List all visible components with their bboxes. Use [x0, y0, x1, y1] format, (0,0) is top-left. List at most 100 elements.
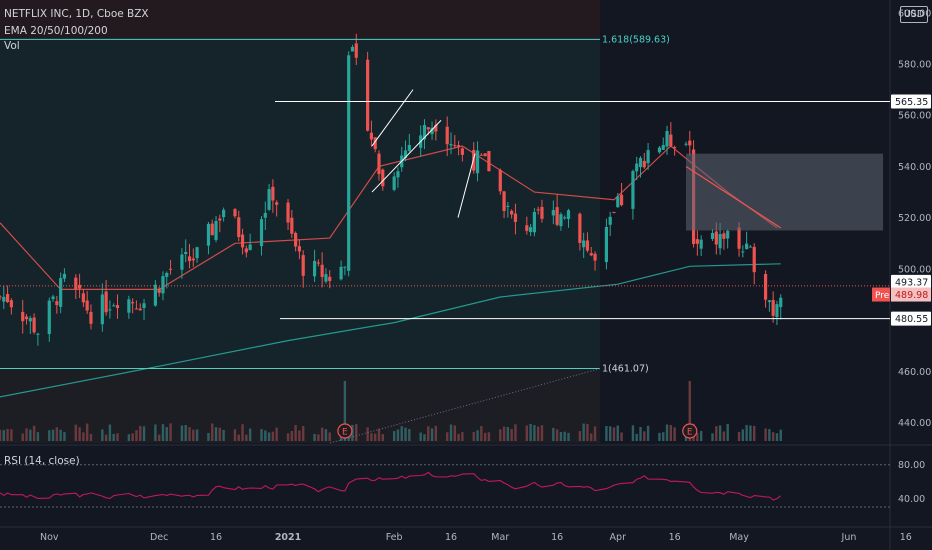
volume-bar: [457, 433, 460, 441]
volume-bar: [396, 429, 400, 441]
time-tick-label: Nov: [40, 532, 59, 543]
candle-body: [763, 274, 768, 300]
volume-bar: [267, 432, 271, 441]
volume-bar: [32, 425, 36, 441]
candle-body: [51, 296, 55, 300]
pre-price-tag: [891, 287, 931, 302]
candle-body: [589, 253, 593, 256]
volume-bar: [741, 429, 745, 441]
candle-body: [710, 232, 715, 239]
volume-bar: [753, 425, 756, 441]
volume-bar: [768, 429, 771, 441]
candle-body: [529, 227, 533, 233]
candle-body: [532, 212, 536, 233]
candle-body: [646, 150, 650, 164]
volume-bar: [135, 430, 138, 441]
volume-bar: [749, 425, 752, 441]
rsi-tick-label: 40.00: [898, 494, 925, 505]
volume-bar: [529, 423, 532, 441]
volume-bar: [241, 424, 244, 441]
volume-bar: [711, 433, 714, 441]
candle-body: [9, 300, 13, 308]
candle-body: [21, 311, 25, 322]
volume-bar: [317, 434, 320, 441]
volume-bar: [646, 425, 650, 441]
volume-bar: [381, 434, 384, 441]
candle-body: [115, 305, 120, 309]
candle-body: [506, 205, 510, 207]
candle-body: [328, 276, 332, 281]
candle-body: [673, 147, 677, 149]
candle-body: [498, 170, 502, 192]
ema-long-line: [0, 263, 781, 398]
candle-body: [475, 150, 480, 174]
volume-bar: [427, 426, 430, 441]
candle-body: [36, 333, 40, 335]
volume-bar: [275, 427, 278, 441]
candle-body: [74, 277, 78, 290]
volume-bar: [192, 429, 195, 441]
candle-body: [301, 255, 305, 276]
candle-body: [168, 268, 173, 270]
candle-body: [722, 233, 726, 239]
candle-body: [752, 246, 756, 273]
candle-body: [779, 297, 783, 308]
resistance-price-tag: [891, 94, 931, 109]
volume-bar: [586, 424, 589, 441]
volume-bar: [374, 433, 377, 441]
candle-body: [551, 210, 555, 216]
candle-body: [233, 209, 237, 217]
candle-body: [244, 248, 248, 253]
volume-bar: [555, 429, 559, 441]
candle-body: [540, 206, 544, 219]
candle-body: [195, 247, 199, 259]
candle-body: [2, 296, 6, 302]
candle-body: [153, 284, 157, 306]
symbol-title: NETFLIX INC, 1D, Cboe BZX: [4, 8, 149, 20]
volume-bar: [302, 425, 305, 441]
price-tick-label: 440.00: [898, 418, 931, 429]
candle-body: [290, 217, 294, 234]
candle-body: [430, 127, 434, 135]
volume-bar: [82, 432, 85, 441]
candle-body: [5, 294, 10, 303]
candle-body: [635, 163, 639, 172]
volume-bar: [696, 432, 699, 441]
candle-body: [502, 191, 506, 211]
candle-body: [604, 227, 608, 263]
volume-bar: [154, 424, 157, 441]
candle-body: [578, 213, 582, 243]
volume-bar: [669, 425, 673, 441]
volume-bar: [552, 427, 555, 441]
volume-bar: [355, 424, 358, 441]
time-tick-label: Mar: [491, 532, 509, 543]
candle-body: [222, 209, 226, 218]
volume-bar: [131, 433, 134, 441]
candle-body: [100, 294, 104, 325]
volume-bar: [89, 433, 93, 441]
volume-bar: [764, 428, 767, 441]
volume-bar: [775, 433, 779, 441]
time-tick-label: 16: [445, 532, 457, 543]
volume-bar: [184, 425, 187, 441]
price-tick-label: 520.00: [898, 213, 931, 224]
volume-bar: [290, 430, 294, 441]
candle-body: [726, 230, 730, 239]
volume-bar: [593, 426, 597, 441]
candle-body: [85, 300, 89, 311]
currency-badge[interactable]: USD: [900, 6, 928, 23]
candle-body: [237, 217, 241, 238]
candle-body: [240, 234, 245, 248]
candle-body: [112, 305, 116, 307]
candle-body: [59, 278, 63, 307]
fib-zone-shade: [0, 39, 600, 369]
volume-bar: [635, 433, 638, 441]
price-tick-label: 600.00: [898, 8, 931, 19]
volume-bar: [567, 432, 570, 441]
candle-body: [566, 210, 571, 220]
candle-body: [714, 231, 718, 245]
volume-bar: [665, 424, 669, 441]
candle-body: [263, 212, 267, 218]
candle-body: [369, 132, 374, 140]
